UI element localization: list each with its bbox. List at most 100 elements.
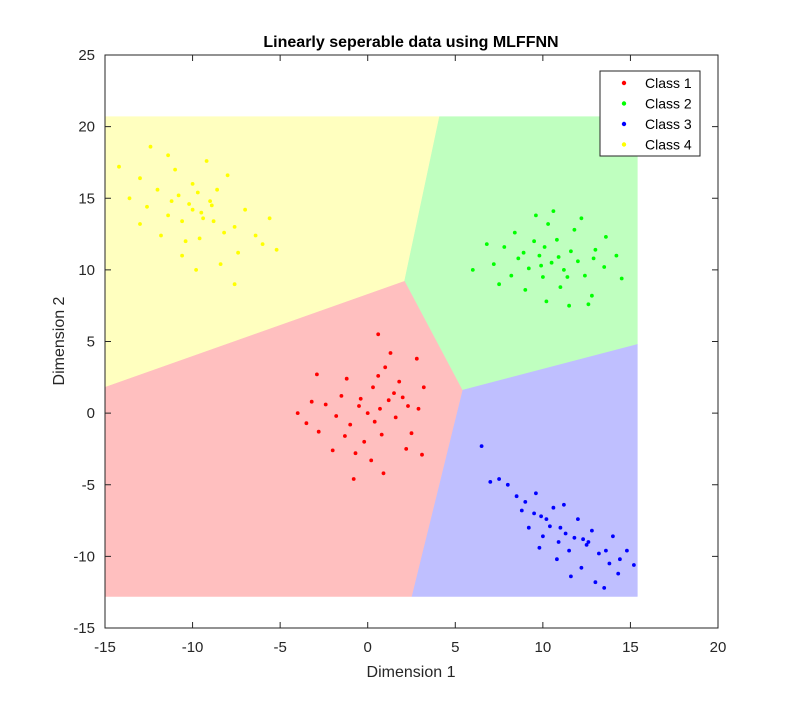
data-point bbox=[534, 491, 538, 496]
data-point bbox=[406, 404, 410, 408]
x-tick-label: 20 bbox=[710, 639, 727, 656]
data-point bbox=[551, 505, 556, 510]
data-point bbox=[295, 411, 300, 415]
data-point bbox=[209, 203, 214, 208]
x-tick-label: -5 bbox=[273, 639, 286, 656]
data-point bbox=[169, 199, 174, 204]
data-point bbox=[555, 557, 559, 562]
data-point bbox=[590, 293, 594, 298]
data-point bbox=[488, 480, 493, 484]
data-point bbox=[166, 213, 171, 218]
data-point bbox=[365, 411, 370, 415]
data-point bbox=[526, 266, 531, 271]
data-point bbox=[197, 236, 202, 241]
data-point bbox=[512, 230, 517, 235]
data-point bbox=[579, 216, 584, 221]
data-point bbox=[558, 285, 563, 289]
data-point bbox=[232, 282, 237, 287]
data-point bbox=[565, 275, 570, 279]
data-point bbox=[176, 193, 181, 198]
x-axis-label: Dimension 1 bbox=[367, 664, 456, 681]
data-point bbox=[551, 209, 556, 214]
data-point bbox=[397, 379, 402, 384]
data-point bbox=[232, 225, 237, 229]
data-point bbox=[369, 458, 374, 463]
data-point bbox=[416, 406, 421, 411]
data-point bbox=[602, 265, 607, 269]
data-point bbox=[267, 216, 272, 221]
legend: Class 1 Class 2 Class 3 Class 4 bbox=[599, 70, 701, 157]
data-point bbox=[201, 216, 206, 221]
data-point bbox=[371, 385, 375, 390]
data-point bbox=[555, 237, 559, 242]
data-point bbox=[358, 396, 363, 401]
data-point bbox=[572, 227, 577, 232]
legend-label: Class 1 bbox=[645, 75, 692, 91]
data-point bbox=[388, 351, 393, 355]
data-point bbox=[173, 167, 178, 172]
data-point bbox=[618, 557, 622, 562]
data-point bbox=[236, 250, 241, 255]
data-point bbox=[562, 502, 566, 507]
data-point bbox=[208, 199, 213, 204]
data-point bbox=[211, 219, 216, 224]
data-point bbox=[379, 432, 384, 437]
data-point bbox=[260, 242, 265, 247]
data-point bbox=[484, 242, 489, 247]
data-point bbox=[127, 196, 132, 201]
x-tick-label: -15 bbox=[94, 639, 116, 656]
data-point bbox=[357, 404, 361, 408]
data-point bbox=[376, 332, 381, 337]
data-point bbox=[569, 574, 573, 579]
data-point bbox=[180, 219, 185, 224]
data-point bbox=[544, 299, 549, 304]
x-tick-label: 10 bbox=[535, 639, 552, 656]
legend-marker bbox=[621, 142, 627, 147]
data-point bbox=[323, 402, 328, 407]
data-point bbox=[420, 452, 424, 457]
data-point bbox=[604, 548, 608, 553]
data-point bbox=[548, 524, 552, 529]
series-class-2 bbox=[470, 209, 624, 308]
data-point bbox=[616, 571, 621, 576]
data-point bbox=[404, 447, 409, 451]
y-tick-label: 5 bbox=[87, 334, 95, 351]
data-point bbox=[497, 282, 501, 287]
data-point bbox=[523, 500, 528, 504]
data-point bbox=[362, 439, 367, 444]
data-point bbox=[625, 548, 629, 553]
legend-marker bbox=[621, 101, 627, 106]
data-point bbox=[579, 565, 584, 570]
data-point bbox=[521, 250, 526, 255]
data-point bbox=[479, 444, 484, 448]
y-tick-label: 0 bbox=[87, 405, 95, 422]
data-point bbox=[190, 182, 195, 186]
data-point bbox=[607, 561, 612, 566]
data-point bbox=[632, 563, 636, 567]
data-point bbox=[539, 514, 543, 519]
data-point bbox=[222, 230, 227, 235]
data-point bbox=[539, 263, 543, 268]
tick-labels: -15 -10 -5 0 5 10 15 20 -15 -10 -5 0 5 10 15 20 25 bbox=[73, 47, 726, 656]
y-tick-label: 15 bbox=[78, 190, 95, 207]
y-tick-label: -10 bbox=[73, 548, 95, 565]
data-point bbox=[509, 273, 514, 278]
decision-regions bbox=[104, 116, 638, 597]
axes-box bbox=[104, 54, 719, 629]
legend-marker bbox=[621, 121, 627, 127]
legend-label: Class 4 bbox=[645, 137, 692, 153]
data-point bbox=[155, 187, 160, 192]
data-point bbox=[145, 204, 149, 209]
data-point bbox=[544, 517, 549, 521]
data-point bbox=[523, 288, 528, 292]
data-point bbox=[590, 528, 594, 533]
y-tick-label: -15 bbox=[73, 620, 95, 637]
data-point bbox=[190, 207, 195, 212]
data-point bbox=[526, 525, 531, 530]
data-point bbox=[556, 255, 561, 259]
data-point bbox=[353, 451, 358, 456]
data-point bbox=[572, 535, 577, 540]
data-point bbox=[614, 253, 619, 258]
data-point bbox=[491, 262, 496, 266]
